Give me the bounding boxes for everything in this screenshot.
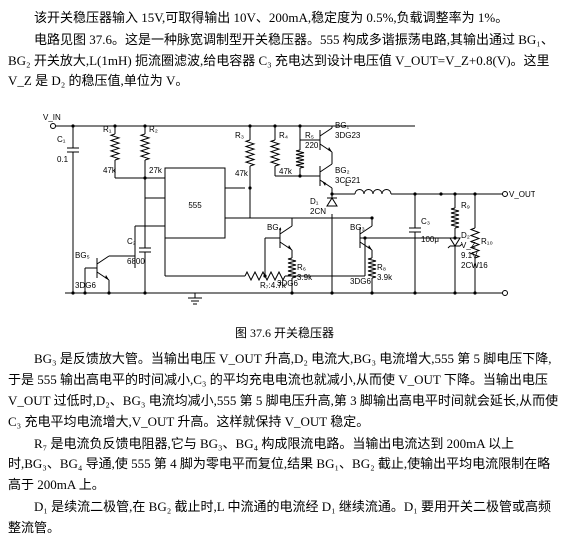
svg-text:R₁: R₁ <box>103 125 112 134</box>
svg-text:2CW16: 2CW16 <box>461 261 488 270</box>
desc-p3: BG₃ 是反馈放大管。当输出电压 V_OUT 升高,D₂ 电流大,BG₃ 电流增… <box>8 349 561 432</box>
svg-text:BG₃: BG₃ <box>350 223 365 232</box>
svg-text:D₂: D₂ <box>461 231 470 240</box>
svg-text:R₈: R₈ <box>377 263 386 272</box>
svg-text:3DG6: 3DG6 <box>277 279 298 288</box>
svg-text:D₁: D₁ <box>310 197 319 206</box>
svg-text:100μ: 100μ <box>421 235 439 244</box>
svg-text:R₂: R₂ <box>149 125 158 134</box>
svg-text:V_IN: V_IN <box>43 113 61 122</box>
svg-text:BG₅: BG₅ <box>75 251 90 260</box>
svg-text:R₄: R₄ <box>279 131 288 140</box>
svg-text:47k: 47k <box>235 169 249 178</box>
svg-text:0.1: 0.1 <box>57 155 69 164</box>
svg-text:47k: 47k <box>279 167 293 176</box>
svg-text:R₆: R₆ <box>297 263 306 272</box>
svg-text:3DG6: 3DG6 <box>350 277 371 286</box>
svg-text:R₅: R₅ <box>305 131 314 140</box>
svg-text:R₉: R₉ <box>461 201 470 210</box>
svg-text:C₃: C₃ <box>421 217 430 226</box>
svg-text:27k: 27k <box>149 166 163 175</box>
svg-text:555: 555 <box>188 201 202 210</box>
figure-37-6: V_INC₁0.1R₁47kR₂27k555C₂6800BG₅3DG6R₇:4.… <box>8 98 561 318</box>
svg-text:3DG6: 3DG6 <box>75 281 96 290</box>
desc-p5: D₁ 是续流二极管,在 BG₂ 截止时,L 中流通的电流经 D₁ 继续流通。D₁… <box>8 497 561 539</box>
intro-p1: 该开关稳压器输入 15V,可取得输出 10V、200mA,稳定度为 0.5%,负… <box>8 8 561 29</box>
svg-text:R₁₀: R₁₀ <box>481 237 493 246</box>
desc-p4: R₇ 是电流负反馈电阻器,它与 BG₃、BG₄ 构成限流电路。当输出电流达到 2… <box>8 434 561 496</box>
svg-text:2CN: 2CN <box>310 207 326 216</box>
svg-text:BG₂: BG₂ <box>335 166 350 175</box>
svg-text:V_Z: V_Z <box>461 241 476 250</box>
figure-caption: 图 37.6 开关稳压器 <box>8 324 561 343</box>
svg-text:R₃: R₃ <box>235 131 244 140</box>
svg-text:C₁: C₁ <box>57 135 66 144</box>
svg-text:BG₁: BG₁ <box>335 121 350 130</box>
svg-text:BG₄: BG₄ <box>267 223 282 232</box>
schematic-svg: V_INC₁0.1R₁47kR₂27k555C₂6800BG₅3DG6R₇:4.… <box>35 98 535 318</box>
svg-text:6800: 6800 <box>127 257 145 266</box>
svg-text:47k: 47k <box>103 166 117 175</box>
svg-text:220: 220 <box>305 141 319 150</box>
svg-text:L: L <box>345 179 350 188</box>
svg-text:3.9k: 3.9k <box>377 273 393 282</box>
intro-p2: 电路见图 37.6。这是一种脉宽调制型开关稳压器。555 构成多谐振荡电路,其输… <box>8 30 561 92</box>
svg-text:9.1V: 9.1V <box>461 251 478 260</box>
svg-text:3.9k: 3.9k <box>297 273 313 282</box>
svg-text:V_OUT: V_OUT <box>509 190 535 199</box>
svg-text:3DG23: 3DG23 <box>335 131 361 140</box>
